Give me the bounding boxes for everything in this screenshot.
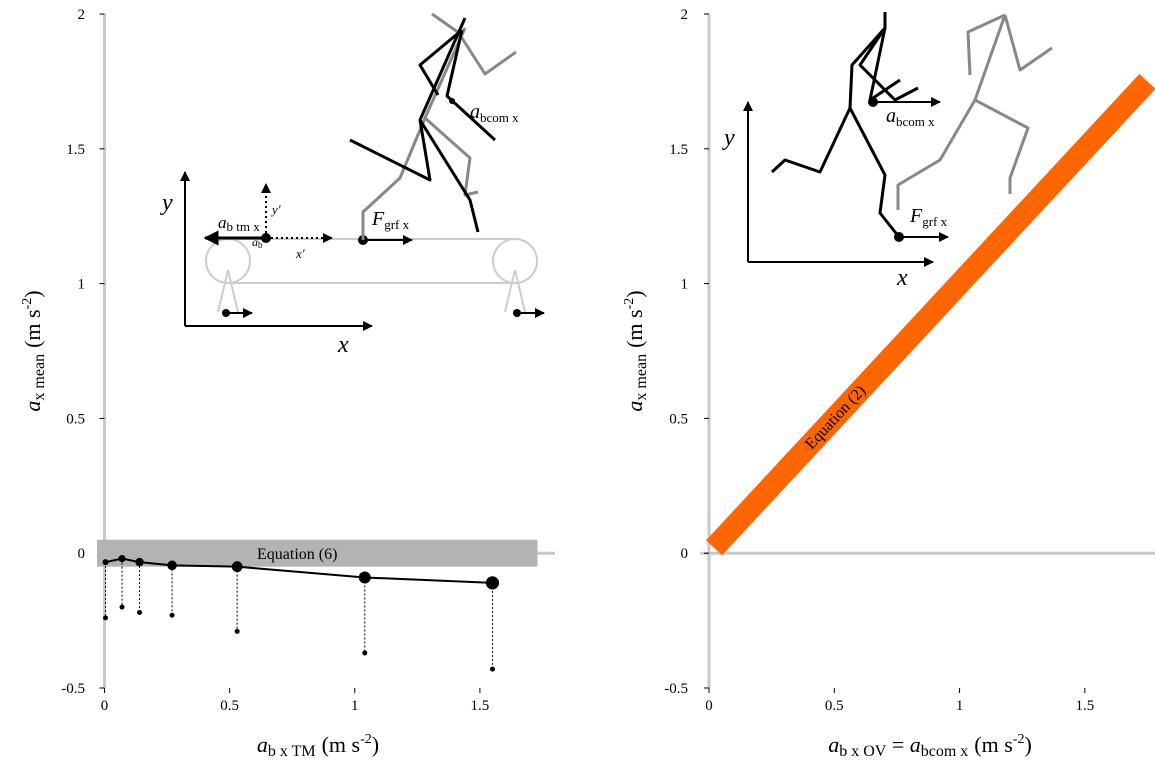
label-part: x mean	[31, 354, 48, 401]
y-tick-label: 0.5	[669, 411, 688, 427]
annotation: b	[258, 240, 263, 250]
annotation: bcom x	[480, 110, 519, 125]
figure: -0.5 0 0.5 1 1.5 2 0 0.5 1 1.5 Equation (6) -0.5 0 0…	[0, 0, 1155, 763]
y-tick-label: 0	[78, 546, 86, 562]
y-tick-label: 2	[78, 7, 86, 23]
band-label: Equation (6)	[257, 546, 337, 563]
annotation: a	[886, 105, 896, 127]
label-part: -2	[360, 732, 372, 747]
label-part: b x TM	[268, 743, 316, 760]
annotation: a	[470, 101, 480, 123]
x-tick-label: 1	[956, 698, 964, 714]
point	[118, 555, 125, 562]
annotation: a	[218, 213, 227, 232]
label-part: -2	[622, 298, 637, 310]
drop-point	[490, 667, 495, 672]
y-axis-label: ax mean (m s-2)	[622, 290, 650, 411]
y-tick-label: -0.5	[61, 681, 85, 697]
axes-diagram	[185, 172, 544, 326]
thick-line	[714, 81, 1147, 547]
annotation: F	[371, 208, 385, 230]
drop-point	[137, 610, 142, 615]
annotation: Fgrf x	[909, 205, 948, 229]
label-part: -2	[1013, 732, 1025, 747]
annotation: ab tm x	[218, 213, 260, 234]
drop-point	[170, 613, 175, 618]
label-part: a	[622, 401, 647, 412]
drop-point	[235, 629, 240, 634]
label-part: )	[1024, 732, 1031, 757]
annotation: abcom x	[470, 101, 519, 125]
x-tick-label: 1	[351, 698, 359, 714]
annotation: Fgrf x	[371, 208, 410, 232]
y-tick-label: 0.5	[66, 411, 85, 427]
label-part: -2	[20, 298, 35, 310]
point	[359, 571, 371, 583]
drop-point	[362, 650, 367, 655]
label-part: )	[622, 290, 647, 297]
annotation: y'	[270, 202, 281, 217]
y-tick-label: 1.5	[66, 142, 85, 158]
label-part: (m s	[974, 732, 1013, 757]
x-tick-label: 0	[705, 698, 713, 714]
y-axis-label: ax mean (m s-2)	[20, 290, 48, 411]
x-tick-label: 1.5	[1075, 698, 1094, 714]
y-tick-label: 1	[78, 277, 86, 293]
label-part: a	[257, 732, 268, 757]
annotation: grf x	[922, 214, 947, 229]
line-label: Equation (2)	[802, 382, 869, 452]
right-annotations: y x abcom x Fgrf x	[722, 105, 948, 291]
annotation: bcom x	[896, 114, 935, 129]
annotation: y	[722, 125, 735, 151]
annotation: b tm x	[227, 219, 261, 234]
drop-point	[103, 615, 108, 620]
annotation: abcom x	[886, 105, 935, 129]
label-part: x mean	[633, 354, 650, 401]
label-part: a	[20, 401, 45, 412]
point	[232, 561, 243, 572]
annotation: grf x	[384, 217, 409, 232]
label-part: )	[20, 290, 45, 297]
x-tick-label: 1.5	[471, 698, 490, 714]
label-part: (m s	[322, 732, 361, 757]
label-part: bcom x	[921, 743, 969, 760]
runner	[350, 14, 516, 240]
y-tick-label: 0	[681, 546, 689, 562]
y-tick-label: 1.5	[669, 142, 688, 158]
treadmill-diagram	[206, 239, 537, 312]
annotation: x	[337, 332, 349, 358]
label-part: (m s	[20, 309, 45, 348]
x-tick-label: 0.5	[825, 698, 844, 714]
y-tick-label: 2	[681, 7, 689, 23]
label-part: a	[910, 732, 921, 757]
point	[103, 559, 109, 565]
label-part: a	[828, 732, 839, 757]
annotation: F	[909, 205, 923, 227]
y-tick-label: -0.5	[664, 681, 688, 697]
x-axis-label: ab x TM (m s-2)	[257, 732, 379, 760]
drop-point	[120, 605, 125, 610]
x-tick-label: 0	[101, 698, 109, 714]
point	[167, 561, 177, 571]
annotation: x'	[295, 246, 305, 261]
x-axis-label: ab x OV = abcom x(m s-2)	[828, 732, 1032, 760]
label-part: )	[372, 732, 379, 757]
annotation: x	[896, 265, 908, 291]
annotation: y	[160, 190, 173, 216]
x-tick-label: 0.5	[220, 698, 239, 714]
label-part: b x OV	[839, 743, 887, 760]
point	[135, 558, 143, 566]
label-part: =	[886, 732, 909, 757]
point	[486, 576, 499, 589]
y-tick-label: 1	[681, 277, 689, 293]
left-annotations: y x y' x' ab tm x ab Fgrf x abcom x	[160, 101, 519, 358]
label-part: (m s	[622, 309, 647, 348]
